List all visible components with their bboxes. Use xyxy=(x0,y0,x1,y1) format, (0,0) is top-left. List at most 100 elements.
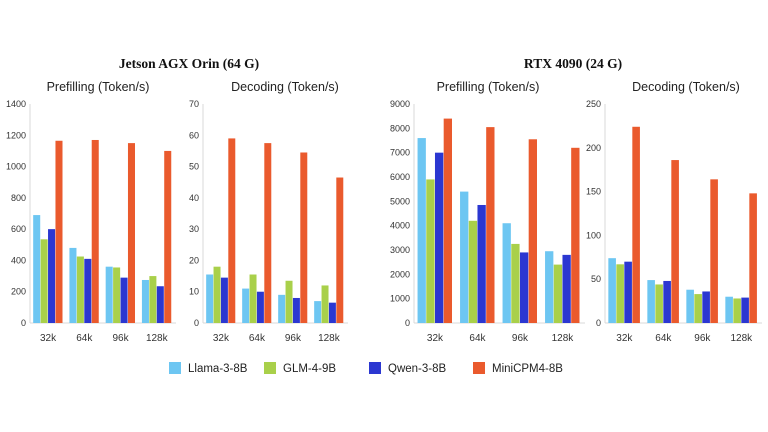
bar-qwen-3-8b-128k xyxy=(156,286,164,323)
bar-glm-4-9b-32k xyxy=(616,264,624,323)
bar-glm-4-9b-128k xyxy=(733,298,741,323)
bar-qwen-3-8b-32k xyxy=(220,277,228,323)
y-tick-label: 5000 xyxy=(390,196,410,206)
bar-qwen-3-8b-32k xyxy=(624,261,632,323)
y-tick-label: 30 xyxy=(189,224,199,234)
x-category-label: 128k xyxy=(552,333,575,344)
chart-panel-3: Decoding (Token/s) 0 50 100 150 200 250 32k 64k 9… xyxy=(586,80,762,344)
chart-panel-1: Decoding (Token/s) 0 10 20 30 40 50 60 70 32k 64k 9… xyxy=(189,80,348,344)
panel-title: Decoding (Token/s) xyxy=(632,80,740,94)
y-tick-label: 1000 xyxy=(390,294,410,304)
chart-panel-0: Prefilling (Token/s) 0 200 400 600 800 1000 120… xyxy=(6,80,176,344)
x-category-label: 64k xyxy=(469,333,486,344)
bar-llama-3-8b-96k xyxy=(105,266,113,323)
bar-qwen-3-8b-128k xyxy=(741,297,749,323)
legend-swatch-llama xyxy=(169,362,181,374)
bar-llama-3-8b-32k xyxy=(608,258,616,323)
y-tick-label: 3000 xyxy=(390,245,410,255)
x-category-label: 32k xyxy=(427,333,444,344)
bar-llama-3-8b-32k xyxy=(417,138,426,323)
bar-glm-4-9b-64k xyxy=(655,284,663,323)
bar-qwen-3-8b-96k xyxy=(702,291,710,323)
bar-glm-4-9b-64k xyxy=(249,274,257,323)
panel-title: Prefilling (Token/s) xyxy=(437,80,540,94)
bar-qwen-3-8b-96k xyxy=(519,252,529,323)
bar-llama-3-8b-64k xyxy=(647,280,655,323)
bar-minicpm4-8b-64k xyxy=(671,160,679,323)
legend-label-glm: GLM-4-9B xyxy=(283,363,336,375)
bar-qwen-3-8b-64k xyxy=(84,258,92,323)
panel-title: Decoding (Token/s) xyxy=(231,80,339,94)
bar-glm-4-9b-96k xyxy=(511,243,520,323)
y-tick-label: 200 xyxy=(11,287,26,297)
bar-glm-4-9b-32k xyxy=(426,179,435,323)
bar-llama-3-8b-96k xyxy=(278,294,286,323)
x-category-label: 128k xyxy=(730,333,753,344)
y-tick-label: 50 xyxy=(189,162,199,172)
x-category-label: 64k xyxy=(76,333,93,344)
x-category-label: 32k xyxy=(40,333,57,344)
y-tick-label: 1200 xyxy=(6,130,26,140)
y-tick-label: 70 xyxy=(189,99,199,109)
y-tick-label: 8000 xyxy=(390,123,410,133)
bar-glm-4-9b-32k xyxy=(40,239,48,323)
legend-swatch-glm xyxy=(264,362,276,374)
bar-minicpm4-8b-64k xyxy=(91,139,99,323)
bar-llama-3-8b-32k xyxy=(206,274,214,323)
bar-qwen-3-8b-64k xyxy=(477,204,486,323)
x-category-label: 96k xyxy=(112,333,129,344)
y-tick-label: 40 xyxy=(189,193,199,203)
bar-llama-3-8b-128k xyxy=(314,301,322,323)
bar-llama-3-8b-128k xyxy=(725,296,733,323)
bar-glm-4-9b-128k xyxy=(321,285,329,323)
y-tick-label: 20 xyxy=(189,255,199,265)
bar-minicpm4-8b-64k xyxy=(264,143,272,323)
bar-minicpm4-8b-96k xyxy=(127,143,135,323)
group-title-rtx: RTX 4090 (24 G) xyxy=(524,56,622,71)
y-tick-label: 1400 xyxy=(6,99,26,109)
bar-llama-3-8b-96k xyxy=(502,223,511,323)
bar-minicpm4-8b-32k xyxy=(632,126,640,323)
bar-qwen-3-8b-32k xyxy=(434,152,444,323)
legend-swatch-qwen xyxy=(369,362,381,374)
y-tick-label: 50 xyxy=(591,274,601,284)
legend: Llama-3-8B GLM-4-9B Qwen-3-8B MiniCPM4-8… xyxy=(169,362,563,375)
legend-label-qwen: Qwen-3-8B xyxy=(388,363,446,375)
y-tick-label: 6000 xyxy=(390,172,410,182)
bar-glm-4-9b-128k xyxy=(553,264,563,323)
y-tick-label: 7000 xyxy=(390,148,410,158)
bar-minicpm4-8b-128k xyxy=(164,150,172,323)
x-category-label: 32k xyxy=(213,333,230,344)
panel-title: Prefilling (Token/s) xyxy=(47,80,150,94)
y-tick-label: 150 xyxy=(586,187,601,197)
y-tick-label: 800 xyxy=(11,193,26,203)
y-tick-label: 60 xyxy=(189,130,199,140)
y-tick-label: 100 xyxy=(586,230,601,240)
bar-minicpm4-8b-96k xyxy=(528,139,537,323)
y-tick-label: 2000 xyxy=(390,269,410,279)
bar-llama-3-8b-32k xyxy=(33,215,41,323)
y-tick-label: 200 xyxy=(586,143,601,153)
bar-llama-3-8b-96k xyxy=(686,289,694,323)
bar-qwen-3-8b-32k xyxy=(48,229,56,323)
bar-minicpm4-8b-32k xyxy=(228,138,236,323)
bar-minicpm4-8b-32k xyxy=(443,118,452,323)
y-tick-label: 0 xyxy=(405,318,410,328)
y-tick-label: 0 xyxy=(194,318,199,328)
x-category-label: 64k xyxy=(249,333,266,344)
y-tick-label: 600 xyxy=(11,224,26,234)
legend-item-qwen: Qwen-3-8B xyxy=(369,362,446,375)
x-category-label: 128k xyxy=(318,333,341,344)
y-tick-label: 9000 xyxy=(390,99,410,109)
bar-glm-4-9b-96k xyxy=(694,294,702,323)
legend-item-llama: Llama-3-8B xyxy=(169,362,248,375)
x-category-label: 32k xyxy=(616,333,633,344)
y-tick-label: 0 xyxy=(21,318,26,328)
y-tick-label: 1000 xyxy=(6,162,26,172)
x-category-label: 96k xyxy=(285,333,302,344)
bar-llama-3-8b-64k xyxy=(460,191,469,323)
bar-minicpm4-8b-128k xyxy=(571,147,580,323)
x-category-label: 96k xyxy=(512,333,529,344)
bar-qwen-3-8b-128k xyxy=(328,302,336,323)
